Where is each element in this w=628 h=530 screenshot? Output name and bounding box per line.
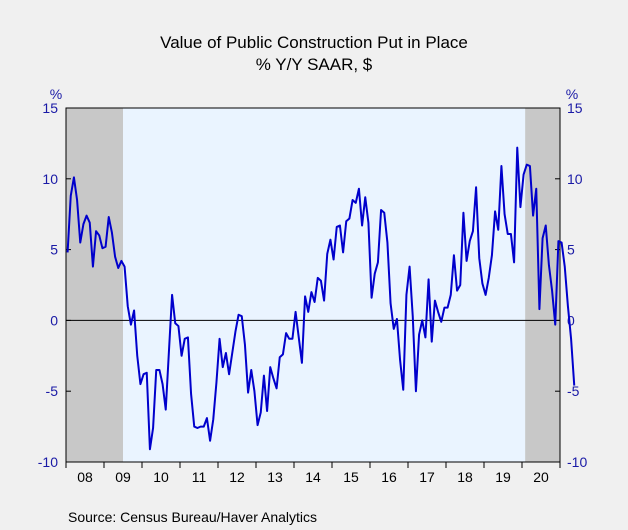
y-tick-label: 10 (42, 171, 58, 187)
y-axis-right: 15 10 5 0 -5 -10 (555, 100, 587, 470)
y-tick-label: 5 (50, 242, 58, 258)
x-tick-label: 18 (457, 469, 473, 485)
y-tick-label: 10 (567, 171, 583, 187)
x-tick-label: 12 (229, 469, 245, 485)
x-tick-label: 16 (381, 469, 397, 485)
y-axis-left-unit: % (50, 86, 62, 102)
recession-band (66, 108, 123, 462)
y-tick-label: 5 (567, 242, 575, 258)
x-tick-label: 14 (305, 469, 321, 485)
x-tick-label: 15 (343, 469, 359, 485)
recession-band (525, 108, 560, 462)
x-tick-label: 08 (77, 469, 93, 485)
y-axis-right-unit: % (566, 86, 578, 102)
y-tick-label: -10 (567, 454, 587, 470)
y-tick-label: 0 (50, 312, 58, 328)
y-tick-label: 0 (567, 312, 575, 328)
x-tick-label: 19 (495, 469, 511, 485)
x-tick-label: 13 (267, 469, 283, 485)
y-axis-left: 15 10 5 0 -5 -10 (38, 100, 71, 470)
y-tick-label: -5 (567, 383, 580, 399)
x-tick-label: 11 (192, 469, 207, 485)
plot-frame (65, 107, 561, 463)
x-axis: 08 09 10 11 12 13 14 15 16 17 18 19 20 (65, 462, 561, 485)
y-tick-label: 15 (42, 100, 58, 116)
x-tick-label: 09 (115, 469, 131, 485)
chart-title: Value of Public Construction Put in Plac… (160, 33, 468, 52)
plot-area (66, 108, 560, 462)
x-tick-label: 17 (419, 469, 435, 485)
source-note: Source: Census Bureau/Haver Analytics (68, 509, 318, 525)
series-line (66, 146, 576, 451)
x-tick-label: 10 (153, 469, 169, 485)
y-tick-label: 15 (567, 100, 583, 116)
x-tick-label: 20 (533, 469, 549, 485)
y-tick-label: -10 (38, 454, 58, 470)
y-tick-label: -5 (46, 383, 59, 399)
chart-subtitle: % Y/Y SAAR, $ (255, 55, 373, 74)
